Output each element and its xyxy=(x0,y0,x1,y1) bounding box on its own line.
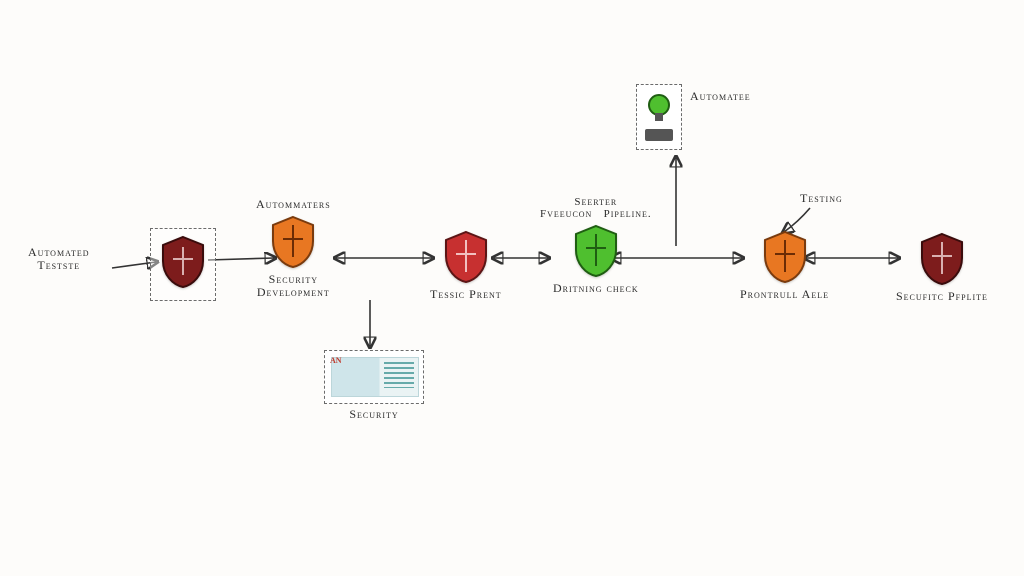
node-security-development: Autommaters Security Development xyxy=(256,198,331,300)
security-card xyxy=(324,350,424,404)
shield-icon xyxy=(572,224,620,278)
node-automatee: Automatee xyxy=(636,84,751,150)
label-autommaters: Autommaters xyxy=(256,198,331,211)
node-security-card: Security xyxy=(324,350,424,421)
label-security-card: Security xyxy=(349,408,398,421)
label-testing: Testing xyxy=(800,192,843,205)
node-shield-1 xyxy=(150,228,216,301)
label-seerter-pipeline: Seerter Fveeucon Pipeline. xyxy=(540,196,652,220)
card-thumbnail-icon xyxy=(331,357,419,397)
diagram-canvas: { "type": "flowchart", "background_color… xyxy=(0,0,1024,576)
label-prontrull-aele: Prontrull Aele xyxy=(740,288,829,301)
label-dritning-check: Dritning check xyxy=(553,282,639,295)
shield-icon xyxy=(159,235,207,289)
bulb-base xyxy=(645,129,673,141)
node-automated-testste: Automated Testste xyxy=(28,246,90,272)
shield-icon xyxy=(442,230,490,284)
node-tessic-prent: Tessic Prent xyxy=(430,230,502,301)
label-automated-testste: Automated Testste xyxy=(28,246,90,272)
automatee-box xyxy=(636,84,682,150)
shield-icon xyxy=(269,215,317,269)
label-secufitc-pfplite: Secufitc Pfplite xyxy=(896,290,988,303)
shield-icon xyxy=(761,230,809,284)
label-automatee: Automatee xyxy=(690,90,751,103)
node-dritning-check: Seerter Fveeucon Pipeline. Dritning chec… xyxy=(540,196,652,295)
lightbulb-icon xyxy=(645,93,673,127)
node-secufitc-pfplite: Secufitc Pfplite xyxy=(896,232,988,303)
shield-box-frame xyxy=(150,228,216,301)
node-prontrull-aele: Prontrull Aele xyxy=(740,230,829,301)
label-security-development: Security Development xyxy=(257,273,330,299)
shield-icon xyxy=(918,232,966,286)
label-tessic-prent: Tessic Prent xyxy=(430,288,502,301)
